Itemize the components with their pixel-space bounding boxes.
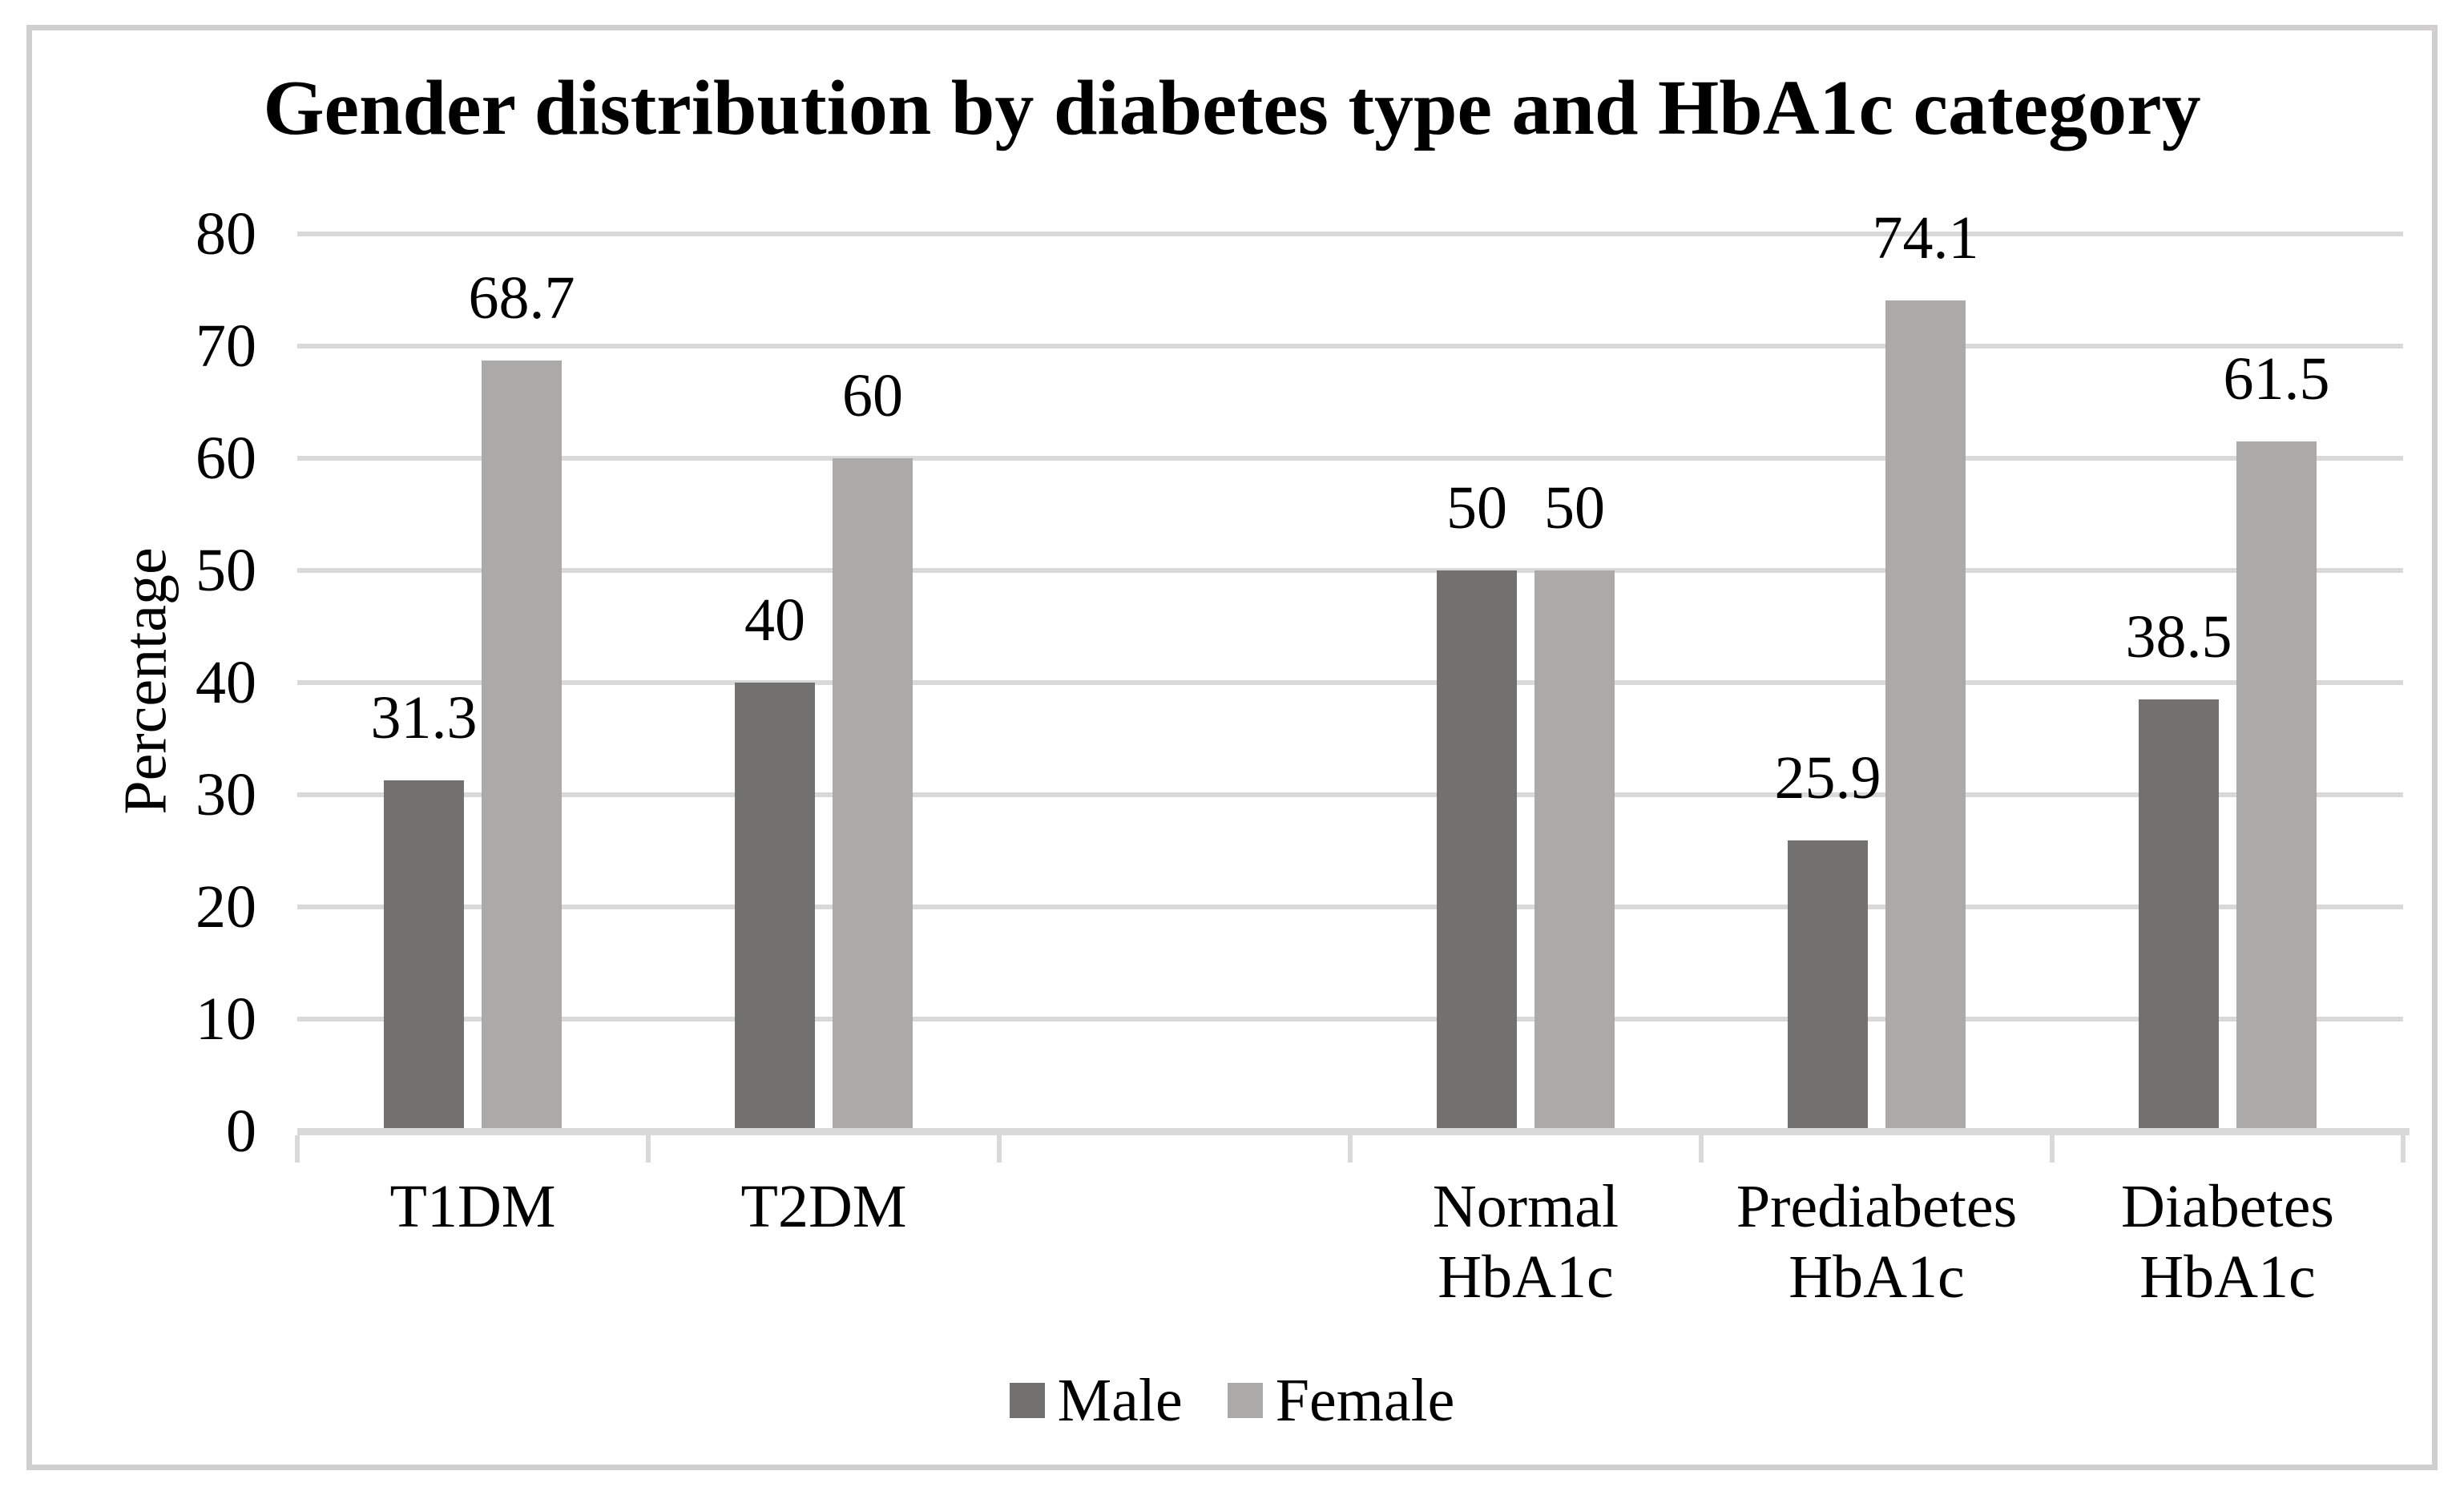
bar-female-prediabetes-hba1c xyxy=(1885,300,1966,1128)
legend-item-male: Male xyxy=(1009,1366,1183,1436)
figure-border xyxy=(26,25,2438,1470)
y-tick-label-80: 80 xyxy=(196,200,256,268)
bar-male-t1dm xyxy=(384,780,464,1128)
value-label-female-t1dm: 68.7 xyxy=(468,264,575,332)
y-tick-label-50: 50 xyxy=(196,537,256,604)
x-tick-1 xyxy=(646,1135,651,1163)
gridline-20 xyxy=(297,905,2403,909)
x-label-prediabetes-hba1c: Prediabetes HbA1c xyxy=(1736,1173,2018,1311)
gridline-60 xyxy=(297,456,2403,461)
value-label-female-t2dm: 60 xyxy=(842,362,903,429)
value-label-female-normal-hba1c: 50 xyxy=(1544,474,1605,542)
legend-item-female: Female xyxy=(1227,1366,1455,1436)
x-label-t1dm: T1DM xyxy=(389,1173,556,1240)
legend-label-female: Female xyxy=(1275,1366,1455,1434)
gridline-50 xyxy=(297,568,2403,573)
x-tick-5 xyxy=(2050,1135,2055,1163)
value-label-male-prediabetes-hba1c: 25.9 xyxy=(1774,744,1881,812)
bar-male-normal-hba1c xyxy=(1437,570,1517,1128)
y-tick-label-10: 10 xyxy=(196,985,256,1053)
bar-male-prediabetes-hba1c xyxy=(1788,840,1868,1128)
value-label-male-diabetes-hba1c: 38.5 xyxy=(2125,603,2232,671)
chart-title: Gender distribution by diabetes type and… xyxy=(263,65,2201,151)
legend: Male Female xyxy=(0,1366,2464,1436)
legend-label-male: Male xyxy=(1057,1366,1183,1434)
y-tick-label-30: 30 xyxy=(196,761,256,828)
bar-male-t2dm xyxy=(735,683,815,1128)
x-axis-line xyxy=(297,1128,2410,1135)
legend-swatch-male xyxy=(1009,1383,1045,1418)
legend-swatch-female xyxy=(1227,1383,1263,1418)
y-tick-label-70: 70 xyxy=(196,312,256,380)
y-tick-label-60: 60 xyxy=(196,425,256,492)
x-label-t2dm: T2DM xyxy=(740,1173,907,1240)
x-tick-3 xyxy=(1348,1135,1353,1163)
value-label-female-prediabetes-hba1c: 74.1 xyxy=(1872,203,1979,272)
gridline-70 xyxy=(297,344,2403,349)
y-tick-label-40: 40 xyxy=(196,649,256,716)
value-label-female-diabetes-hba1c: 61.5 xyxy=(2223,345,2330,413)
bar-female-t2dm xyxy=(833,458,913,1128)
x-tick-6 xyxy=(2401,1135,2406,1163)
gridline-40 xyxy=(297,680,2403,685)
x-label-diabetes-hba1c: Diabetes HbA1c xyxy=(2121,1173,2334,1311)
gridline-80 xyxy=(297,232,2403,236)
y-tick-label-0: 0 xyxy=(226,1098,256,1165)
value-label-male-normal-hba1c: 50 xyxy=(1446,474,1507,542)
bar-female-t1dm xyxy=(482,361,562,1128)
value-label-male-t1dm: 31.3 xyxy=(370,683,478,752)
value-label-male-t2dm: 40 xyxy=(744,586,805,654)
y-tick-label-20: 20 xyxy=(196,873,256,941)
x-tick-2 xyxy=(997,1135,1002,1163)
bar-female-diabetes-hba1c xyxy=(2236,441,2317,1128)
x-label-normal-hba1c: Normal HbA1c xyxy=(1432,1173,1619,1311)
bar-male-diabetes-hba1c xyxy=(2139,699,2219,1128)
x-tick-0 xyxy=(295,1135,300,1163)
bar-female-normal-hba1c xyxy=(1534,570,1615,1128)
gridline-10 xyxy=(297,1017,2403,1022)
x-tick-4 xyxy=(1699,1135,1704,1163)
gridline-30 xyxy=(297,792,2403,797)
